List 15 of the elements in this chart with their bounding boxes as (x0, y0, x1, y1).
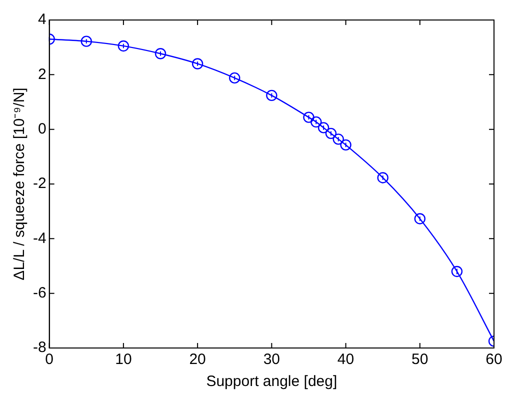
x-axis-title: Support angle [deg] (206, 373, 338, 390)
x-tick-label: 10 (115, 351, 132, 368)
x-tick-label: 20 (189, 351, 206, 368)
y-tick-label: -2 (32, 175, 46, 192)
x-tick-label: 30 (263, 351, 280, 368)
x-tick-label: 40 (337, 351, 354, 368)
y-tick-label: -4 (32, 230, 46, 247)
x-tick-label: 60 (486, 351, 502, 368)
y-axis-title: ΔL/L / squeeze force [10⁻⁹/N] (11, 88, 28, 280)
y-tick-label: -6 (32, 284, 46, 302)
y-tick-label: 4 (38, 11, 46, 28)
y-tick-label: 2 (38, 66, 46, 83)
y-tick-label: -8 (32, 339, 46, 356)
x-tick-label: 50 (412, 351, 428, 368)
y-tick-label: 0 (38, 120, 46, 138)
